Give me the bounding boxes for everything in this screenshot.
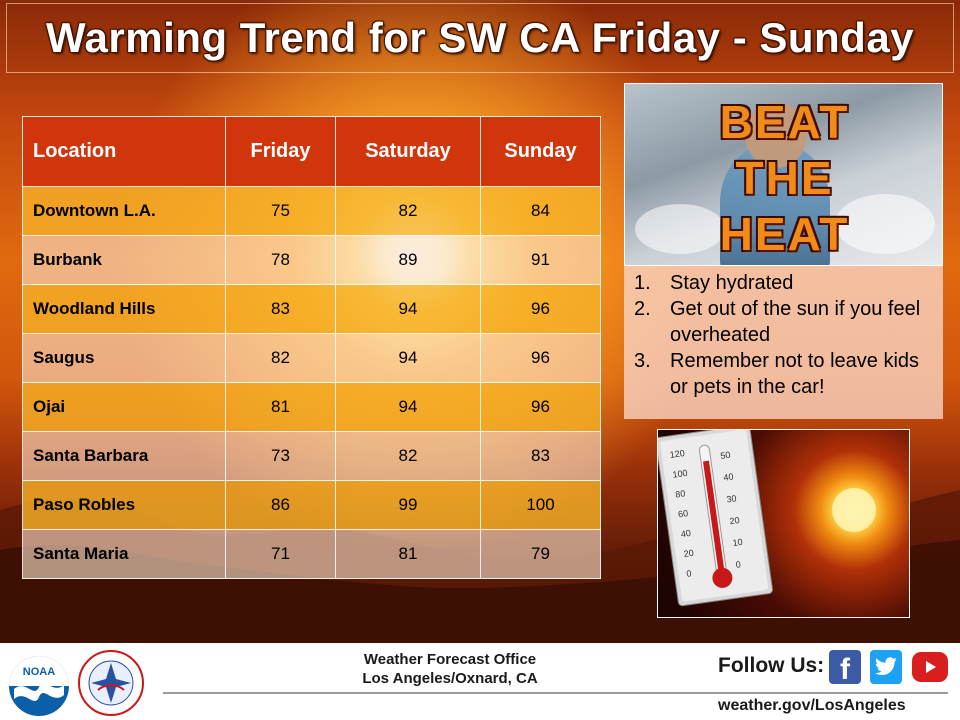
tip-number: 3. [634,350,651,372]
tip-text: Get out of the sun if you feel overheate… [670,298,921,346]
friday-cell: 71 [225,529,336,579]
location-cell: Downtown L.A. [22,186,226,236]
location-cell: Burbank [22,235,226,285]
friday-cell: 78 [225,235,336,285]
table-row: Saugus 82 94 96 [22,333,601,383]
thermometer-c-tick: 20 [729,515,740,526]
saturday-cell: 82 [335,186,481,236]
beat-line-3: HEAT [719,208,850,260]
facebook-icon[interactable]: f [829,650,861,686]
beat-line-2: THE [735,152,834,204]
table-row: Woodland Hills 83 94 96 [22,284,601,334]
friday-cell: 81 [225,382,336,432]
location-cell: Ojai [22,382,226,432]
friday-cell: 86 [225,480,336,530]
tip-number: 2. [634,298,651,320]
twitter-icon[interactable] [870,650,902,684]
thermometer-f-tick: 20 [683,548,694,559]
thermometer-f-tick: 120 [669,448,685,460]
saturday-cell: 99 [335,480,481,530]
location-cell: Saugus [22,333,226,383]
saturday-cell: 94 [335,284,481,334]
table-header-row: Location Friday Saturday Sunday [22,116,601,187]
friday-cell: 75 [225,186,336,236]
child-head [745,102,807,168]
thermometer-c-tick: 30 [726,493,737,504]
table-row: Ojai 81 94 96 [22,382,601,432]
table-row: Downtown L.A. 75 82 84 [22,186,601,236]
location-cell: Santa Maria [22,529,226,579]
tip-number: 1. [634,272,651,294]
thermometer-f-tick: 40 [680,528,691,539]
thermometer-sun-image: 120 100 80 60 40 20 0 50 40 30 20 10 0 [657,429,910,618]
location-cell: Santa Barbara [22,431,226,481]
youtube-icon[interactable] [912,652,948,682]
thermometer-c-tick: 10 [732,537,743,548]
footer-divider [163,692,948,694]
sunday-cell: 91 [480,235,601,285]
thermometer-f-tick: 100 [672,468,688,480]
thermometer-mercury [703,460,726,579]
sunday-cell: 83 [480,431,601,481]
beat-the-heat-image: BEAT THE HEAT [624,83,943,266]
noaa-logo: NOAA [9,656,69,716]
tip-text: Stay hydrated [670,272,794,294]
sunday-cell: 100 [480,480,601,530]
sunday-cell: 84 [480,186,601,236]
footer-bar [0,643,960,720]
title-banner: Warming Trend for SW CA Friday - Sunday [6,3,954,73]
tip-text: Remember not to leave kids or pets in th… [670,350,920,398]
saturday-cell: 94 [335,382,481,432]
location-cell: Woodland Hills [22,284,226,334]
thermometer-c-tick: 50 [720,450,731,461]
water-splash-decoration [635,204,725,254]
header-friday: Friday [225,116,336,187]
beat-line-1: BEAT [719,96,850,148]
tip-item: 3. Remember not to leave kids or pets in… [634,348,933,400]
thermometer-f-tick: 60 [677,508,688,519]
svg-text:NOAA: NOAA [23,666,55,678]
tip-item: 1. Stay hydrated [634,270,933,296]
follow-us-label: Follow Us: [718,654,825,677]
saturday-cell: 82 [335,431,481,481]
thermometer-c-tick: 0 [735,559,741,570]
header-location: Location [22,116,226,187]
sunday-cell: 96 [480,333,601,383]
saturday-cell: 89 [335,235,481,285]
table-row: Santa Maria 71 81 79 [22,529,601,579]
friday-cell: 73 [225,431,336,481]
table-row: Burbank 78 89 91 [22,235,601,285]
sunday-cell: 96 [480,382,601,432]
safety-tips-list: 1. Stay hydrated 2. Get out of the sun i… [624,266,943,419]
office-name: Weather Forecast Office [363,651,537,668]
thermometer-c-tick: 40 [723,471,734,482]
water-splash-decoration [835,194,935,254]
header-saturday: Saturday [335,116,481,187]
sunday-cell: 79 [480,529,601,579]
header-sunday: Sunday [480,116,601,187]
location-cell: Paso Robles [22,480,226,530]
saturday-cell: 94 [335,333,481,383]
sunday-cell: 96 [480,284,601,334]
sun-icon [832,488,876,532]
beat-the-heat-text: BEAT THE HEAT [625,94,942,262]
thermometer-f-tick: 80 [675,488,686,499]
nws-logo [78,650,144,716]
tip-item: 2. Get out of the sun if you feel overhe… [634,296,933,348]
temperature-table: Location Friday Saturday Sunday Downtown… [22,116,601,579]
page-title: Warming Trend for SW CA Friday - Sunday [45,14,915,61]
friday-cell: 82 [225,333,336,383]
table-row: Paso Robles 86 99 100 [22,480,601,530]
thermometer-f-tick: 0 [686,568,692,579]
office-location: Los Angeles/Oxnard, CA [362,670,538,687]
table-row: Santa Barbara 73 82 83 [22,431,601,481]
friday-cell: 83 [225,284,336,334]
website-link[interactable]: weather.gov/LosAngeles [718,697,906,714]
saturday-cell: 81 [335,529,481,579]
